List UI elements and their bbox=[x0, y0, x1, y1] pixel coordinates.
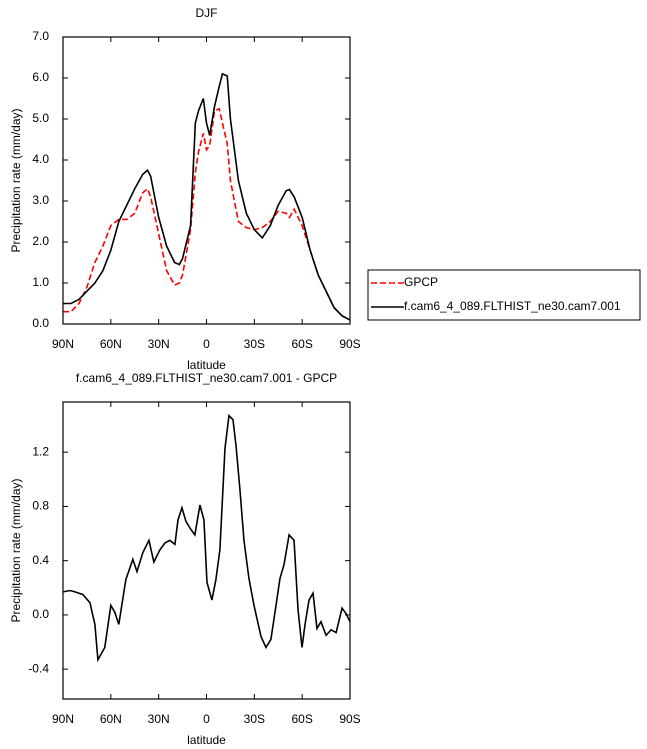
y-tick-label: 0.8 bbox=[32, 499, 49, 513]
x-tick-label: 60S bbox=[291, 337, 312, 351]
chart-title: f.cam6_4_089.FLTHIST_ne30.cam7.001 - GPC… bbox=[76, 371, 337, 385]
x-tick-label: 30S bbox=[244, 337, 265, 351]
y-tick-label: 7.0 bbox=[32, 29, 49, 43]
y-tick-label: 6.0 bbox=[32, 70, 49, 84]
x-tick-label: 60N bbox=[100, 337, 122, 351]
y-tick-label: 2.0 bbox=[32, 234, 49, 248]
x-tick-label: 90S bbox=[339, 337, 360, 351]
x-tick-label: 60S bbox=[291, 712, 312, 726]
x-tick-label: 0 bbox=[203, 337, 210, 351]
plot-frame bbox=[62, 36, 351, 325]
legend-label: f.cam6_4_089.FLTHIST_ne30.cam7.001 bbox=[404, 299, 621, 313]
y-tick-label: 4.0 bbox=[32, 152, 49, 166]
y-tick-label: 0.0 bbox=[32, 607, 49, 621]
y-tick-label: 1.0 bbox=[32, 275, 49, 289]
y-axis-label: Precipitation rate (mm/day) bbox=[9, 478, 23, 622]
legend-box bbox=[367, 269, 641, 321]
x-tick-label: 60N bbox=[100, 712, 122, 726]
y-tick-label: 0.0 bbox=[32, 316, 49, 330]
chart-title: DJF bbox=[196, 6, 218, 20]
y-tick-label: -0.4 bbox=[28, 661, 49, 675]
x-tick-label: 90N bbox=[52, 337, 74, 351]
y-tick-label: 0.4 bbox=[32, 553, 49, 567]
y-tick-label: 5.0 bbox=[32, 111, 49, 125]
legend-label: GPCP bbox=[404, 275, 438, 289]
x-tick-label: 30N bbox=[148, 712, 170, 726]
plot-frame bbox=[62, 401, 351, 700]
y-tick-label: 3.0 bbox=[32, 193, 49, 207]
x-tick-label: 30S bbox=[244, 712, 265, 726]
x-tick-label: 90S bbox=[339, 712, 360, 726]
x-tick-label: 30N bbox=[148, 337, 170, 351]
x-axis-label: latitude bbox=[187, 358, 226, 372]
x-tick-label: 90N bbox=[52, 712, 74, 726]
x-axis-label: latitude bbox=[187, 733, 226, 747]
data-line bbox=[62, 413, 351, 663]
data-line bbox=[63, 72, 351, 321]
data-line bbox=[63, 107, 351, 321]
y-axis-label: Precipitation rate (mm/day) bbox=[9, 108, 23, 252]
y-tick-label: 1.2 bbox=[32, 444, 49, 458]
x-tick-label: 0 bbox=[203, 712, 210, 726]
